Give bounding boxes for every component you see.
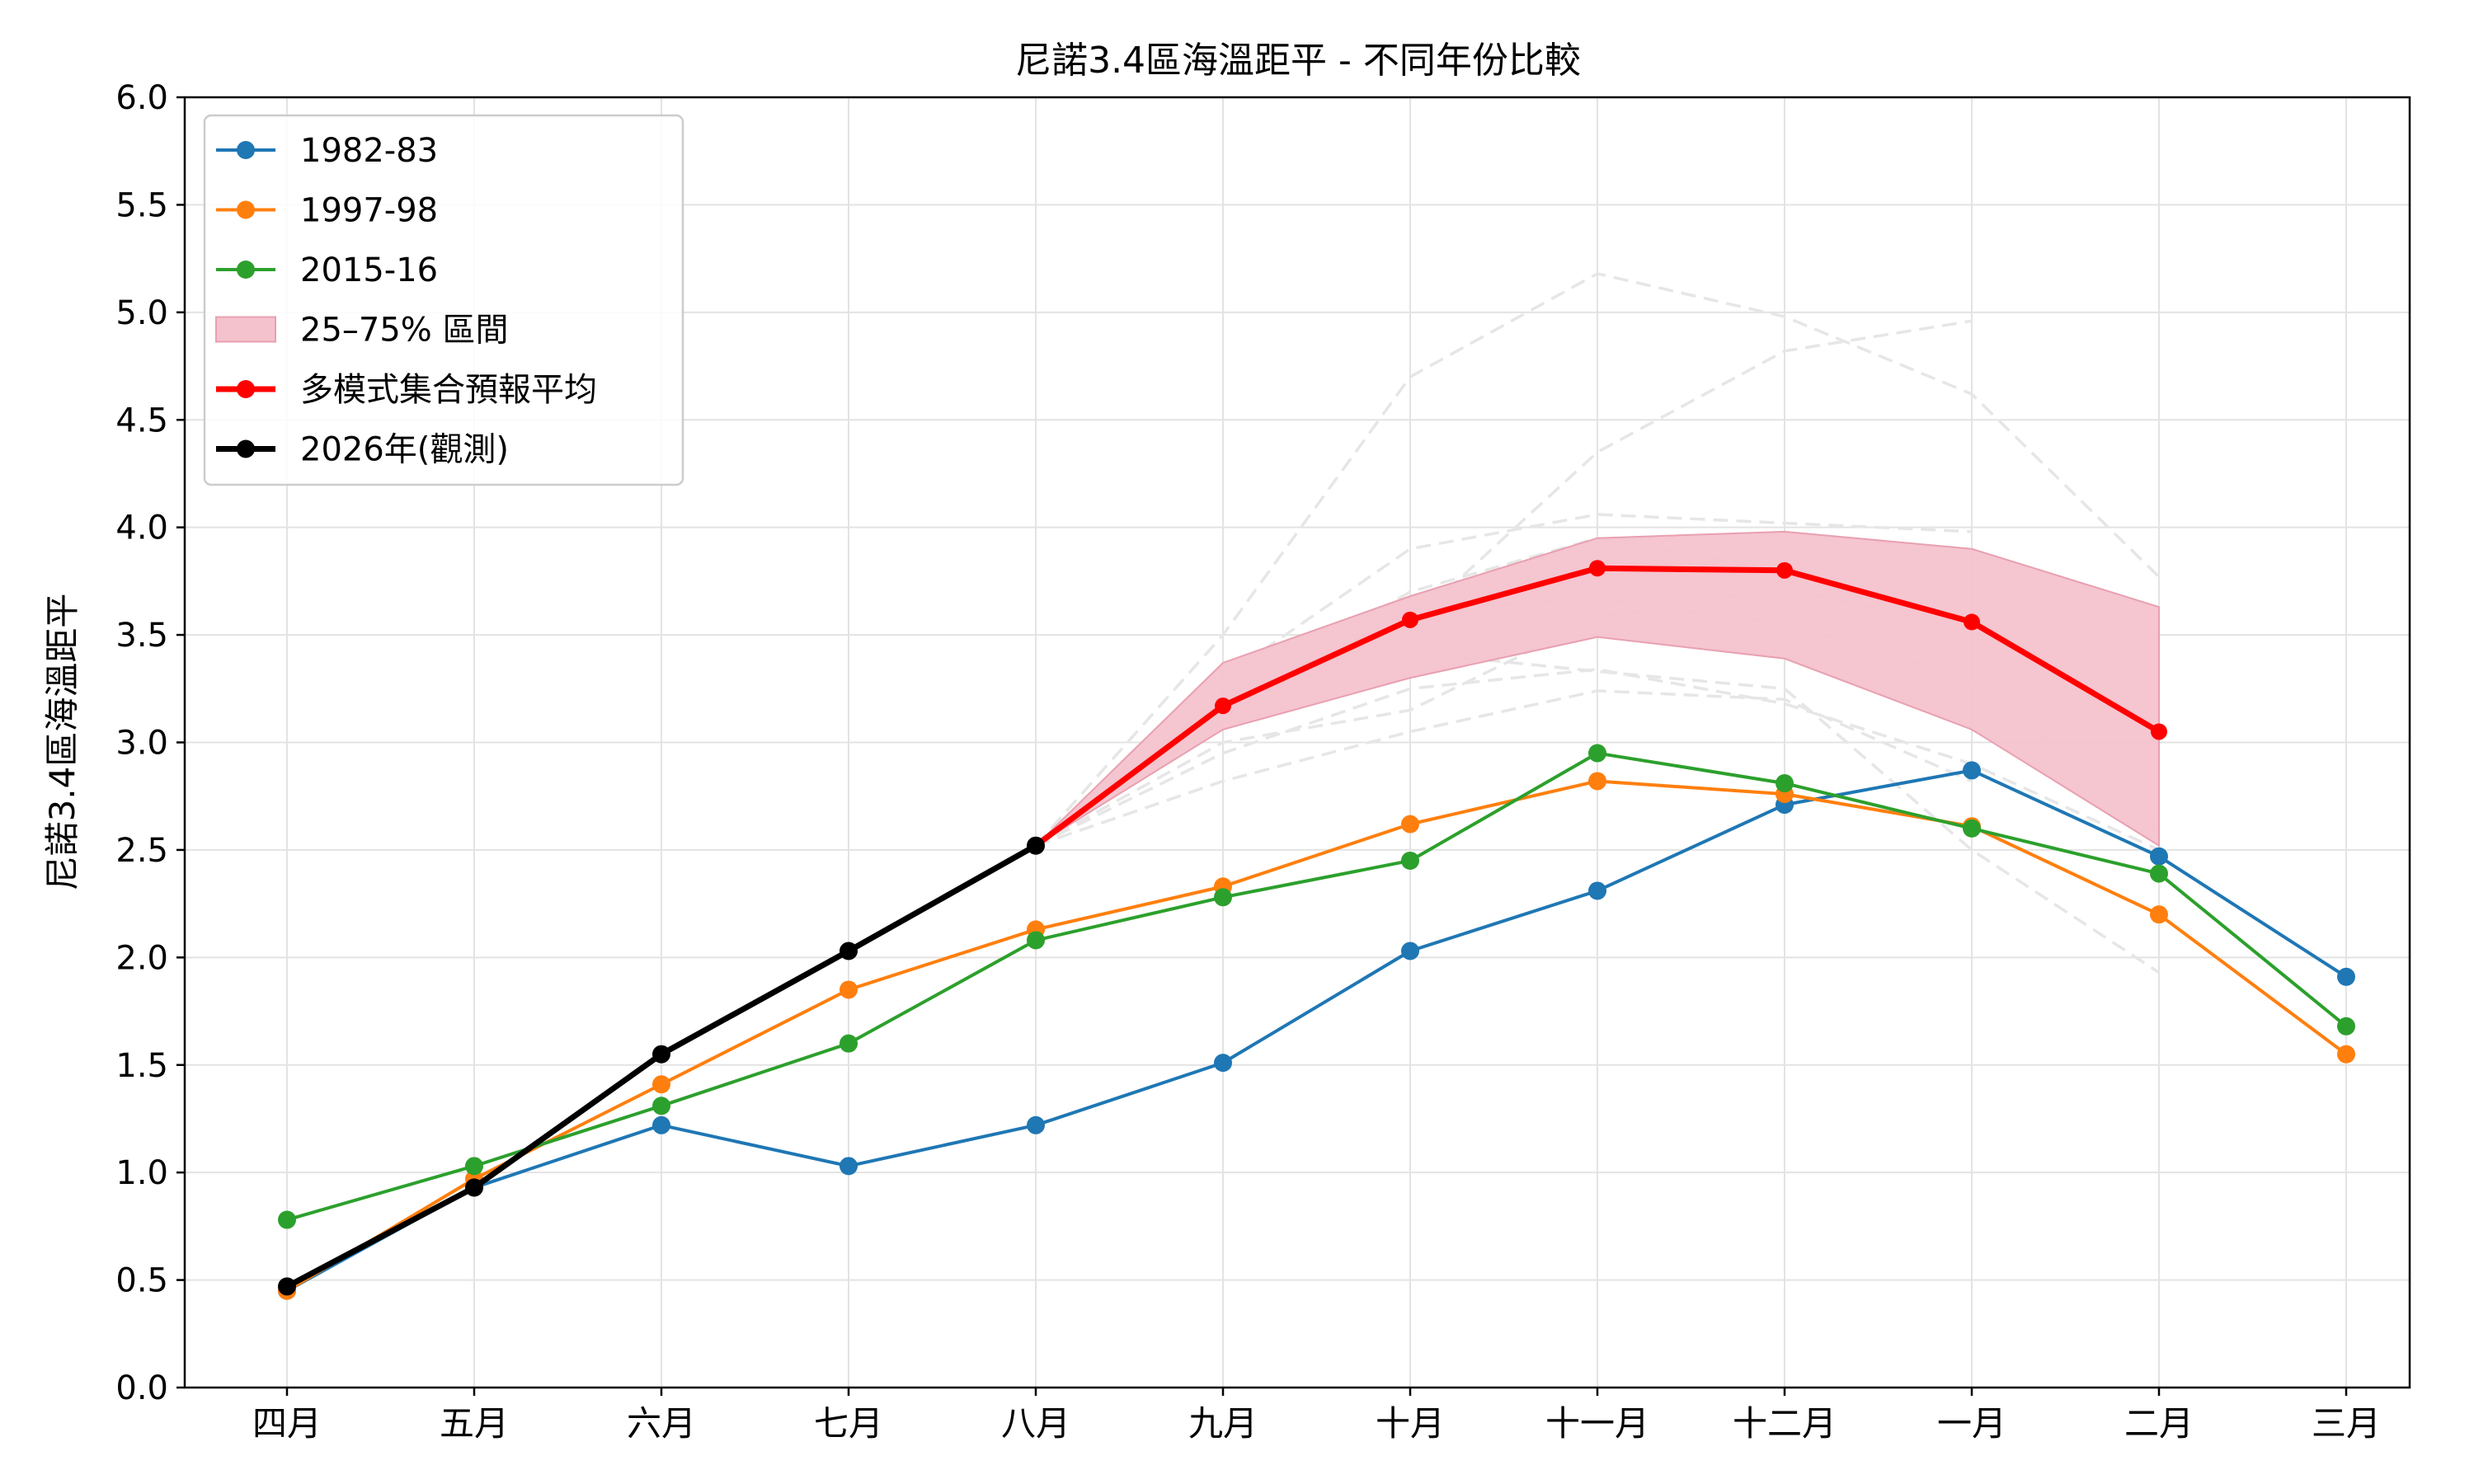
legend-item: 2015-16 [216,251,438,289]
ensemble-mean-point [1215,697,1231,715]
legend-marker [237,261,255,279]
series-0-point [1963,761,1981,780]
y-axis-label: 尼諾3.4區海溫距平 [42,594,82,891]
legend-swatch [215,316,276,343]
x-tick-label: 一月 [1937,1403,2006,1444]
legend-marker [237,141,255,159]
series-2-point [840,1034,858,1053]
series-0-point [1588,881,1606,900]
series-layer [278,560,2355,1300]
series-2-point [1963,819,1981,838]
series-0-point [2337,967,2355,986]
y-tick-label: 3.0 [115,725,168,763]
x-tick-label: 三月 [2312,1403,2381,1444]
ensemble-member-line [1035,689,1973,848]
grid-layer [185,96,2410,1388]
legend-box [203,114,684,486]
x-tick-label: 二月 [2124,1403,2194,1444]
series-1-point [840,980,858,999]
legend-label: 1997-98 [300,192,438,230]
y-tick-label: 3.5 [115,617,168,655]
observed-point [840,942,858,960]
series-2-point [465,1157,483,1176]
axes-layer: 0.0 0.5 1.0 1.5 2.0 2.5 3.0 3.5 4.0 4.5 5.0 5.5 6.0 四… [115,79,2411,1444]
series-2-point [1401,851,1419,870]
y-tick-label: 5.0 [115,294,168,332]
x-tick-label: 十一月 [1545,1403,1649,1444]
legend-label: 2015-16 [300,251,438,289]
series-1-point [1401,815,1419,834]
series-1-line [285,779,2348,1293]
series-0-line [286,768,2348,1293]
series-2-point [1027,931,1045,950]
series-2-point [1214,888,1232,907]
y-tick-label: 4.0 [115,510,168,547]
series-2-point [1776,774,1794,793]
ensemble-member-line [1034,272,2161,847]
x-tick-label: 五月 [440,1403,509,1444]
legend-item: 多模式集合預報平均 [216,371,597,409]
ensemble-member-line [1034,536,1785,848]
series-1-point [1588,772,1606,791]
ensemble-mean-point [2151,723,2167,740]
series-0-point [652,1115,670,1134]
x-tick-label: 十月 [1376,1403,1445,1444]
series-1-point [652,1075,670,1094]
legend-item: 25–75% 區間 [215,312,509,350]
y-tick-label: 6.0 [115,79,168,117]
x-tick-label: 九月 [1188,1403,1258,1444]
legend-item: 2026年(觀測) [216,431,509,469]
x-tick-label: 六月 [627,1403,696,1444]
ensemble-mean-point [1589,560,1606,577]
series-2-point [652,1097,670,1115]
legend-item: 1982-83 [216,132,438,170]
x-tick-label: 十二月 [1733,1403,1837,1444]
observed-point [652,1045,670,1064]
y-tick-label: 0.5 [115,1262,168,1300]
x-tick-label: 四月 [252,1403,322,1444]
ensemble-mean-point [1402,611,1418,628]
series-2-point [278,1210,296,1229]
series-2-point [1588,744,1606,763]
y-tick-label: 0.0 [115,1369,168,1407]
ensemble-mean-point [1964,613,1980,631]
y-tick-label: 5.5 [115,186,168,224]
y-tick-label: 4.5 [115,402,168,439]
legend-marker [237,439,255,458]
observed-point [465,1178,483,1197]
series-2-point [2150,864,2168,883]
legend-label: 多模式集合預報平均 [300,371,597,409]
y-tick-label: 1.5 [115,1047,168,1085]
series-0-point [1027,1115,1045,1134]
y-tick-label: 1.0 [115,1154,168,1192]
x-tick-label: 八月 [1001,1403,1070,1444]
legend-label: 25–75% 區間 [300,312,509,350]
y-tick-label: 2.0 [115,939,168,977]
x-tick-label: 七月 [814,1403,883,1444]
legend-label: 2026年(觀測) [300,431,509,469]
observed-point [1027,836,1045,855]
series-0-point [2150,847,2168,866]
series-2-point [2337,1017,2355,1036]
series-0-point [1214,1054,1232,1073]
legend-marker [237,380,255,398]
series-2-line [286,751,2348,1222]
series-0-point [1401,942,1419,960]
legend-item: 1997-98 [216,192,438,230]
ensemble-mean-point [1776,561,1793,579]
series-1-point [2150,905,2168,924]
observed-point [278,1277,296,1296]
series-1-point [2337,1045,2355,1064]
y-tick-label: 2.5 [115,832,168,870]
chart-title: 尼諾3.4區海溫距平 - 不同年份比較 [1015,40,1581,82]
legend-label: 1982-83 [300,132,438,170]
series-0-point [840,1157,858,1176]
legend-marker [237,200,255,219]
